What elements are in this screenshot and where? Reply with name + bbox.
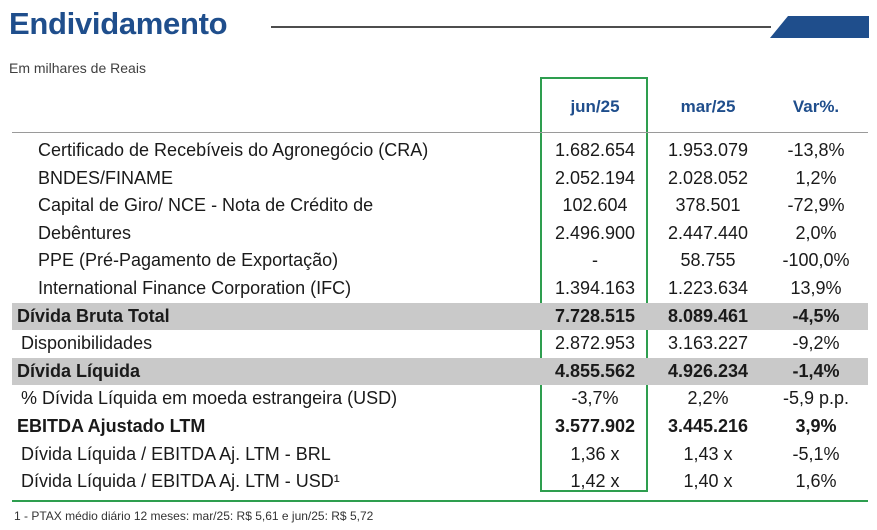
row-label: International Finance Corporation (IFC) [38, 277, 352, 298]
value-mar25: 2.028.052 [667, 167, 749, 188]
value-jun25: 7.728.515 [554, 305, 636, 326]
table-row: International Finance Corporation (IFC) … [12, 275, 868, 303]
value-var: -13,8% [787, 140, 845, 160]
row-label: Dívida Líquida [17, 360, 141, 381]
current-period-highlight [540, 77, 648, 492]
row-label: BNDES/FINAME [38, 167, 174, 188]
value-var: 3,9% [795, 415, 837, 436]
row-label: Disponibilidades [21, 333, 153, 354]
value-var: -72,9% [787, 195, 845, 216]
value-var: -9,2% [792, 333, 840, 354]
table-row: Debêntures 2.496.900 2.447.440 2,0% [12, 220, 868, 248]
table-row: Dívida Líquida / EBITDA Aj. LTM - USD¹ 1… [12, 468, 868, 496]
value-var: -5,1% [792, 443, 840, 464]
value-var: 1,6% [795, 471, 837, 492]
row-label: % Dívida Líquida em moeda estrangeira (U… [21, 388, 398, 409]
row-label: Certificado de Recebíveis do Agronegócio… [38, 140, 429, 160]
value-jun25: 2.052.194 [554, 167, 636, 188]
value-mar25: 4.926.234 [667, 360, 749, 381]
table-row: Disponibilidades 2.872.953 3.163.227 -9,… [12, 330, 868, 358]
title-accent-shape [770, 16, 869, 38]
value-mar25: 58.755 [680, 250, 736, 271]
table-row: PPE (Pré-Pagamento de Exportação) - 58.7… [12, 247, 868, 275]
value-mar25: 1,43 x [683, 443, 733, 464]
value-mar25: 3.163.227 [667, 333, 749, 354]
value-jun25: 102.604 [562, 195, 628, 216]
value-var: 2,0% [795, 222, 837, 243]
row-label: PPE (Pré-Pagamento de Exportação) [38, 250, 339, 271]
value-mar25: 2.447.440 [667, 222, 749, 243]
title-divider [271, 26, 771, 28]
table-row: BNDES/FINAME 2.052.194 2.028.052 1,2% [12, 165, 868, 193]
row-label: Dívida Bruta Total [17, 305, 170, 326]
value-jun25: 2.872.953 [554, 333, 636, 354]
value-var: 1,2% [795, 167, 837, 188]
table-row: Dívida Líquida / EBITDA Aj. LTM - BRL 1,… [12, 441, 868, 469]
value-jun25: - [592, 250, 598, 271]
value-var: 13,9% [790, 277, 842, 298]
table-row: Capital de Giro/ NCE - Nota de Crédito d… [12, 192, 868, 220]
total-row-net-debt: Dívida Líquida 4.855.562 4.926.234 -1,4% [12, 357, 868, 386]
page-title: Endividamento [9, 6, 228, 41]
value-mar25: 2,2% [687, 388, 729, 409]
value-jun25: 1.394.163 [554, 277, 636, 298]
value-jun25: 2.496.900 [554, 222, 636, 243]
value-mar25: 8.089.461 [667, 305, 749, 326]
debt-table: Certificado de Recebíveis do Agronegócio… [12, 137, 868, 496]
value-mar25: 1,40 x [683, 471, 733, 492]
value-jun25: 1,42 x [570, 471, 620, 492]
footnote: 1 - PTAX médio diário 12 meses: mar/25: … [14, 509, 374, 523]
row-label: EBITDA Ajustado LTM [17, 415, 206, 436]
row-label: Dívida Líquida / EBITDA Aj. LTM - USD¹ [21, 471, 340, 492]
ebitda-row: EBITDA Ajustado LTM 3.577.902 3.445.216 … [12, 413, 868, 441]
value-var: -5,9 p.p. [782, 388, 850, 409]
value-mar25: 1.223.634 [667, 277, 749, 298]
value-mar25: 1.953.079 [667, 140, 749, 160]
column-header-mar25: mar/25 [680, 97, 736, 116]
table-row: % Dívida Líquida em moeda estrangeira (U… [12, 385, 868, 413]
header-rule [12, 132, 868, 133]
row-label: Dívida Líquida / EBITDA Aj. LTM - BRL [21, 443, 331, 464]
table-row: Certificado de Recebíveis do Agronegócio… [12, 137, 868, 165]
value-jun25: 1,36 x [570, 443, 620, 464]
value-jun25: -3,7% [571, 388, 619, 409]
footer-rule [12, 500, 868, 502]
value-var: -100,0% [782, 250, 850, 271]
column-header-jun25: jun/25 [570, 97, 620, 116]
value-var: -4,5% [792, 305, 840, 326]
row-label: Debêntures [38, 222, 132, 243]
units-caption: Em milhares de Reais [9, 60, 146, 76]
value-jun25: 4.855.562 [554, 360, 636, 381]
value-jun25: 3.577.902 [554, 415, 636, 436]
total-row-gross-debt: Dívida Bruta Total 7.728.515 8.089.461 -… [12, 302, 868, 331]
value-mar25: 3.445.216 [667, 415, 749, 436]
row-label: Capital de Giro/ NCE - Nota de Crédito d… [38, 195, 374, 216]
value-jun25: 1.682.654 [554, 140, 636, 160]
value-var: -1,4% [792, 360, 840, 381]
column-header-var: Var%. [792, 97, 840, 116]
value-mar25: 378.501 [675, 195, 741, 216]
